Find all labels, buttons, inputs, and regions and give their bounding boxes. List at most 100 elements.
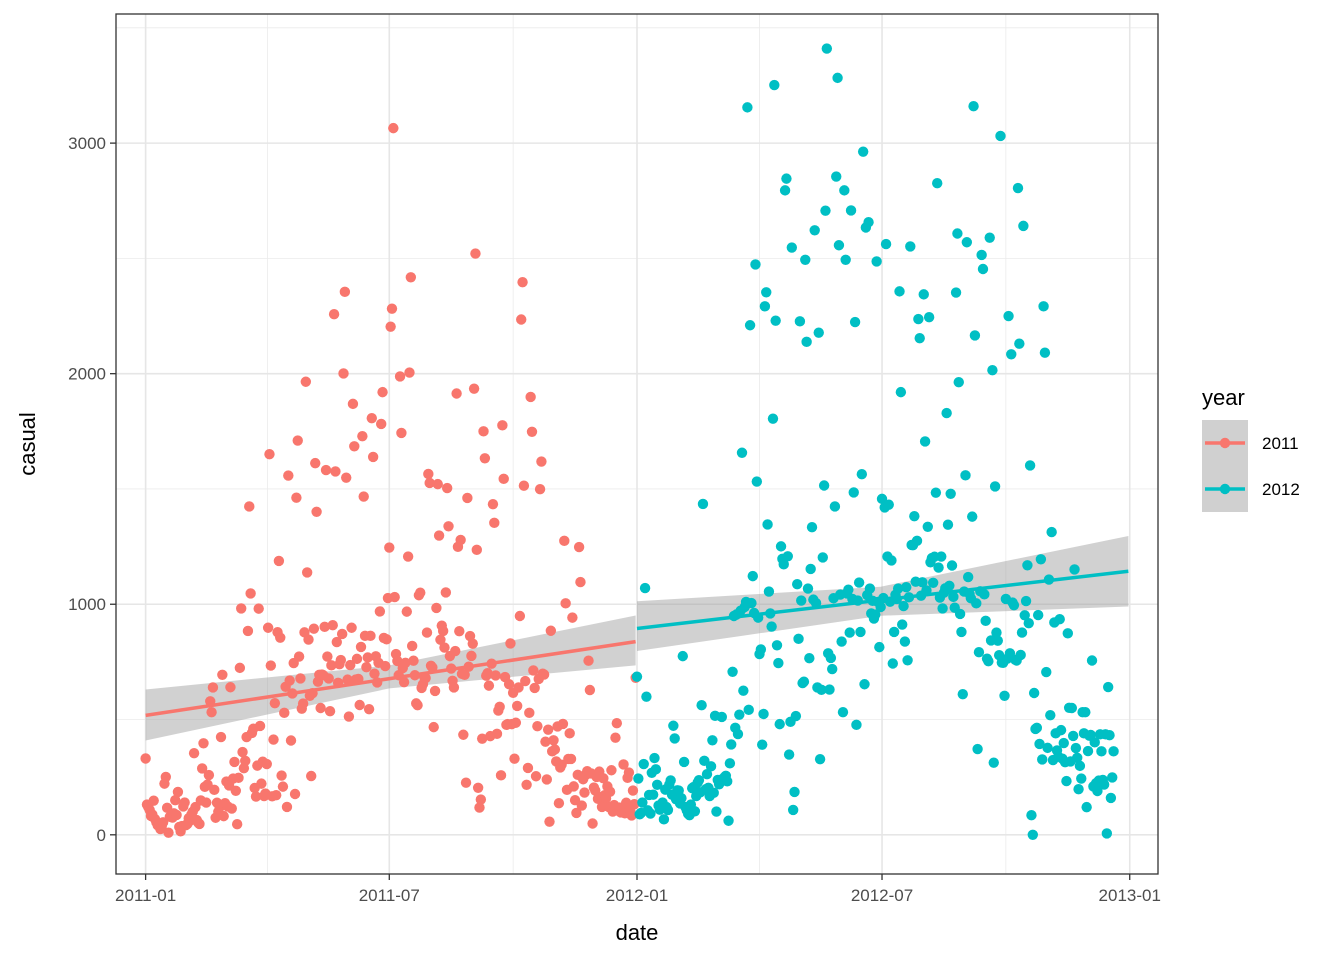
point-2012	[968, 101, 979, 112]
point-2011	[171, 809, 182, 821]
point-2011	[544, 816, 555, 827]
point-2012	[971, 598, 982, 609]
point-2012	[972, 743, 983, 755]
point-2012	[922, 521, 933, 532]
point-2011	[308, 623, 320, 634]
point-2012	[870, 609, 881, 620]
point-2011	[423, 468, 434, 480]
point-2011	[476, 733, 488, 744]
point-2012	[909, 510, 920, 522]
point-2012	[762, 519, 773, 530]
point-2012	[759, 301, 771, 312]
point-2012	[995, 130, 1006, 142]
point-2012	[1003, 310, 1014, 322]
point-2012	[771, 640, 783, 651]
point-2011	[250, 791, 262, 802]
point-2012	[773, 657, 784, 669]
point-2011	[170, 795, 181, 806]
point-2011	[233, 772, 244, 784]
point-2011	[598, 773, 609, 784]
point-2012	[696, 700, 707, 711]
point-2012	[689, 806, 701, 817]
point-2012	[840, 254, 851, 265]
point-2011	[468, 383, 480, 394]
point-2012	[1019, 610, 1030, 621]
point-2012	[723, 815, 734, 826]
point-2012	[727, 666, 738, 677]
point-2012	[1076, 773, 1087, 784]
x-tick-label: 2012-01	[606, 886, 668, 905]
point-2012	[973, 646, 985, 658]
point-2012	[1098, 779, 1110, 790]
point-2011	[510, 717, 522, 728]
point-2011	[583, 655, 594, 666]
point-2011	[328, 308, 340, 320]
point-2012	[792, 578, 803, 590]
point-2011	[587, 818, 598, 829]
point-2011	[203, 769, 215, 781]
point-2011	[557, 718, 569, 730]
point-2012	[809, 225, 820, 236]
point-2011	[374, 606, 386, 617]
point-2011	[231, 818, 243, 830]
point-2012	[693, 774, 705, 786]
point-2011	[276, 770, 287, 781]
point-2012	[782, 551, 793, 562]
point-2012	[1073, 783, 1084, 795]
point-2012	[761, 287, 772, 298]
point-2012	[886, 555, 897, 566]
point-2012	[1080, 706, 1091, 718]
point-2012	[957, 688, 968, 700]
point-2012	[1101, 828, 1113, 839]
point-2012	[641, 691, 652, 702]
point-2012	[967, 511, 978, 522]
point-2011	[626, 810, 637, 821]
point-2011	[610, 732, 621, 743]
point-2011	[491, 728, 503, 740]
point-2012	[845, 205, 857, 216]
point-2012	[1020, 595, 1032, 607]
point-2011	[281, 801, 293, 813]
point-2012	[843, 584, 854, 595]
point-2012	[874, 641, 885, 653]
point-2012	[711, 806, 722, 817]
point-2011	[242, 625, 254, 637]
point-2011	[623, 767, 635, 778]
point-2011	[343, 711, 355, 722]
point-2012	[1045, 709, 1056, 721]
point-2012	[1035, 554, 1047, 565]
point-2012	[936, 551, 947, 562]
point-2012	[1061, 775, 1072, 787]
point-2011	[319, 621, 330, 633]
point-2011	[474, 802, 485, 813]
point-2012	[1015, 649, 1026, 661]
point-2011	[346, 622, 357, 633]
point-2011	[269, 697, 281, 709]
y-axis-title: casual	[15, 412, 40, 476]
point-2012	[790, 710, 802, 722]
point-2012	[954, 608, 966, 620]
point-2011	[494, 701, 505, 713]
point-2012	[859, 679, 870, 690]
point-2012	[905, 241, 916, 252]
point-2011	[450, 645, 461, 657]
point-2011	[240, 755, 251, 766]
point-2011	[532, 721, 543, 732]
point-2012	[1066, 702, 1078, 714]
point-2011	[541, 774, 553, 785]
point-2011	[540, 736, 551, 747]
point-2011	[330, 466, 341, 477]
point-2011	[392, 655, 403, 667]
point-2011	[611, 718, 623, 729]
point-2011	[236, 603, 247, 614]
point-2012	[668, 720, 679, 731]
point-2011	[479, 453, 491, 464]
point-2012	[942, 519, 954, 530]
point-2012	[707, 735, 718, 746]
point-2012	[716, 711, 728, 723]
point-2012	[1038, 301, 1049, 312]
point-2012	[726, 739, 737, 750]
point-2012	[948, 591, 959, 603]
point-2011	[292, 435, 303, 446]
point-2011	[264, 448, 275, 460]
